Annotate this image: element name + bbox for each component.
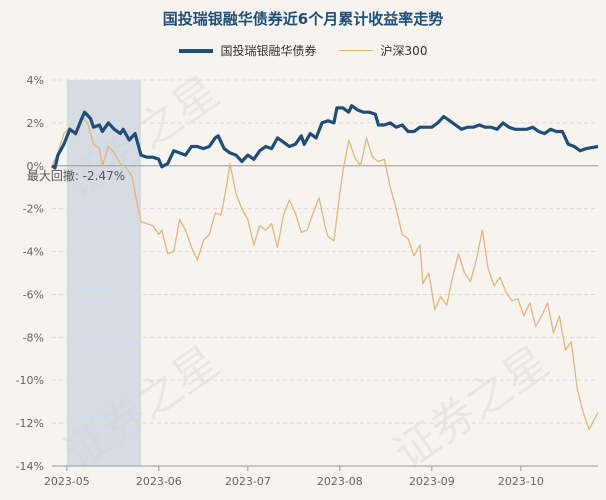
y-tick-label: -8% [23,331,44,344]
drawdown-band [66,80,142,466]
watermark-text: 证券之星 [385,337,558,480]
y-tick-label: -2% [23,203,44,216]
y-tick-label: -6% [23,288,44,301]
y-tick-label: -14% [16,460,44,473]
legend-item-fund[interactable]: 国投瑞银融华债券 [178,42,317,59]
legend-swatch-fund [178,48,213,53]
series-line-index [51,115,599,431]
x-tick-label: 2023-06 [136,475,182,488]
x-tick-label: 2023-05 [44,475,90,488]
y-tick-label: 0% [27,160,44,173]
y-tick-label: -10% [16,374,44,387]
legend-label-fund: 国投瑞银融华债券 [220,44,317,58]
series-line-fund [51,104,599,170]
legend-item-index[interactable]: 沪深300 [338,42,428,59]
x-tick-label: 2023-07 [225,475,271,488]
drawdown-annotation: 最大回撤: -2.47% [27,168,125,183]
x-tick-label: 2023-08 [317,475,363,488]
y-tick-label: 2% [27,117,44,130]
legend: 国投瑞银融华债券 沪深300 [0,42,606,59]
x-tick-label: 2023-09 [409,475,455,488]
y-tick-label: -12% [16,417,44,430]
y-tick-label: -4% [23,246,44,259]
legend-swatch-index [338,50,373,51]
chart-title: 国投瑞银融华债券近6个月累计收益率走势 [162,10,444,28]
legend-label-index: 沪深300 [380,44,428,58]
x-tick-label: 2023-10 [498,475,544,488]
y-tick-label: 4% [27,74,44,87]
